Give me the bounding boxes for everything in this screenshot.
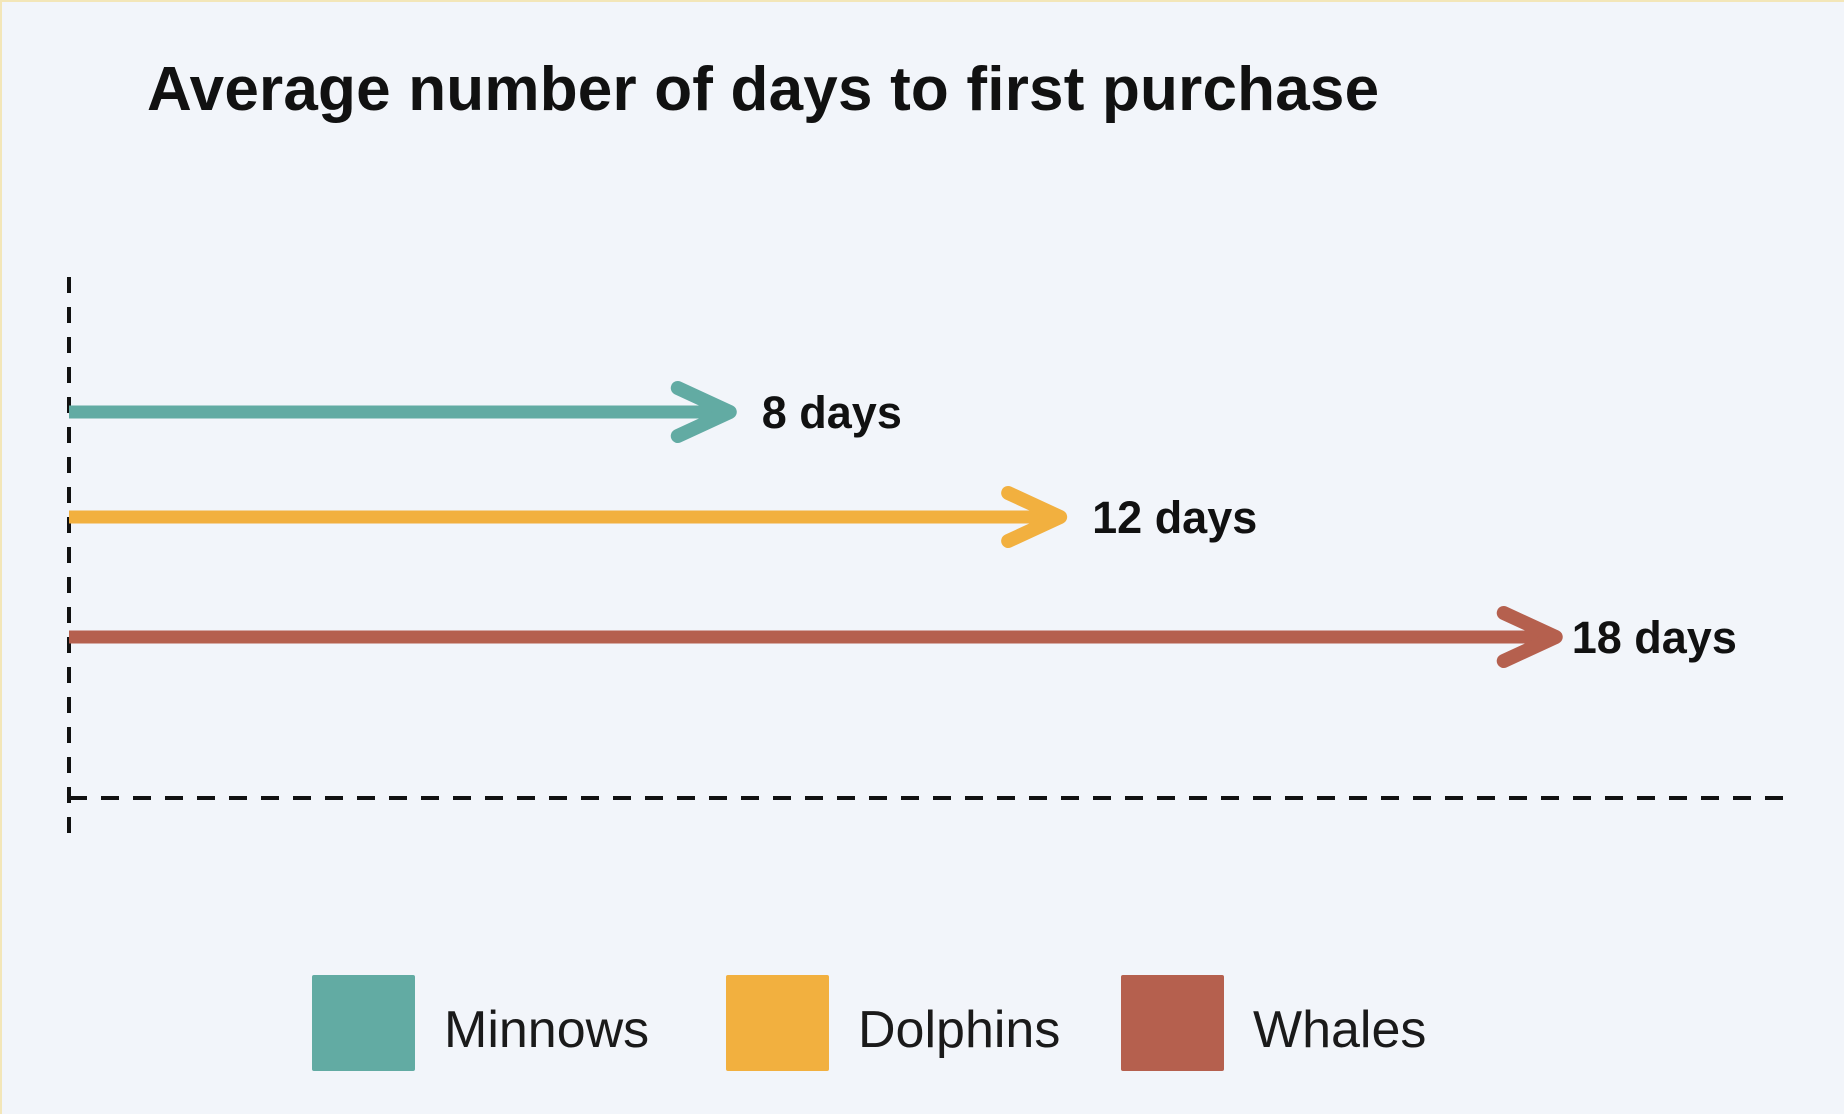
legend-swatch-whales [1121, 975, 1224, 1071]
legend-label-whales: Whales [1253, 1001, 1427, 1059]
value-label-whales: 18 days [1572, 612, 1737, 663]
chart-title: Average number of days to first purchase [147, 55, 1380, 124]
legend-swatch-minnows [312, 975, 415, 1071]
value-label-minnows: 8 days [762, 387, 902, 438]
arrow-head-dolphins [1001, 486, 1068, 548]
legend-swatch-dolphins [726, 975, 829, 1071]
arrow-head-minnows [670, 381, 737, 443]
legend-label-dolphins: Dolphins [858, 1001, 1061, 1059]
legend: Minnows Dolphins Whales [2, 972, 1844, 1082]
arrow-head-whales [1496, 606, 1563, 668]
arrow-series-group: 8 days 12 days 18 days [69, 381, 1737, 668]
value-label-dolphins: 12 days [1092, 492, 1257, 543]
plot-area: 8 days 12 days 18 days [67, 277, 1787, 840]
legend-label-minnows: Minnows [444, 1001, 650, 1059]
